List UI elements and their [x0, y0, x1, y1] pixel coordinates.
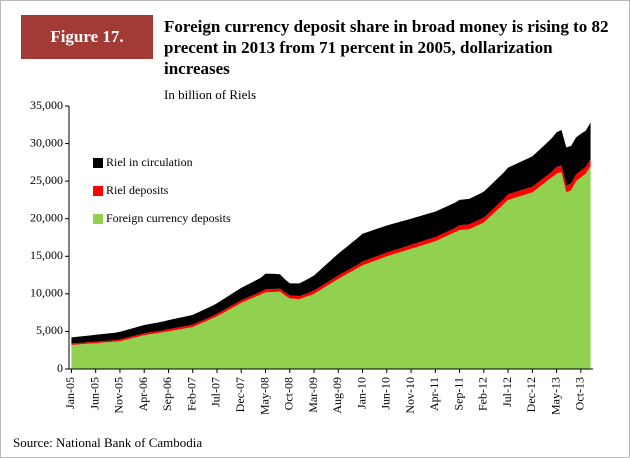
x-tick-label: Nov-05 — [112, 377, 126, 414]
x-tick-label: Sep-06 — [160, 377, 174, 411]
x-tick-label: Jul-07 — [209, 377, 223, 407]
x-tick-label: Oct-08 — [282, 377, 296, 410]
y-tick-label: 15,000 — [30, 248, 63, 262]
x-tick-label: Jun-05 — [87, 377, 101, 410]
area — [71, 166, 591, 369]
legend-swatch — [93, 158, 103, 168]
x-tick-label: Jun-10 — [379, 377, 393, 410]
legend-swatch — [93, 214, 103, 224]
x-tick-label: Dec-07 — [233, 377, 247, 412]
x-tick-label: Apr-06 — [136, 377, 150, 411]
figure-label: Figure 17. — [21, 15, 153, 59]
chart-subtitle: In billion of Riels — [164, 87, 257, 102]
x-tick-label: May-13 — [548, 377, 562, 415]
chart-title: Foreign currency deposit share in broad … — [164, 17, 609, 78]
source-note: Source: National Bank of Cambodia — [13, 435, 203, 450]
y-tick-label: 30,000 — [30, 135, 63, 149]
x-tick-label: Mar-09 — [306, 377, 320, 413]
legend-swatch — [93, 186, 103, 196]
x-tick-label: Jul-12 — [500, 377, 514, 407]
x-tick-label: Sep-11 — [451, 377, 465, 411]
legend-label: Riel in circulation — [106, 155, 193, 169]
x-tick-label: Feb-12 — [476, 377, 490, 411]
y-tick-label: 20,000 — [30, 210, 63, 224]
legend-label: Foreign currency deposits — [106, 211, 231, 225]
x-tick-label: May-08 — [257, 377, 271, 415]
x-tick-label: Apr-11 — [427, 377, 441, 411]
x-tick-label: Nov-10 — [403, 377, 417, 414]
x-tick-label: Dec-12 — [524, 377, 538, 412]
chart: 0 5,000 10,000 15,000 20,000 25,000 30,000 35,0… — [30, 98, 593, 415]
y-tick-label: 0 — [57, 361, 63, 375]
x-tick-label: Jan-05 — [63, 377, 77, 409]
x-tick-label: Feb-07 — [184, 377, 198, 411]
x-tick-label: Aug-09 — [330, 377, 344, 414]
y-tick-label: 5,000 — [36, 323, 63, 337]
y-tick-label: 25,000 — [30, 173, 63, 187]
y-tick-label: 10,000 — [30, 286, 63, 300]
x-tick-label: Oct-13 — [573, 377, 587, 410]
legend-label: Riel deposits — [106, 183, 169, 197]
y-tick-label: 35,000 — [30, 98, 63, 112]
x-tick-label: Jan-10 — [354, 377, 368, 409]
